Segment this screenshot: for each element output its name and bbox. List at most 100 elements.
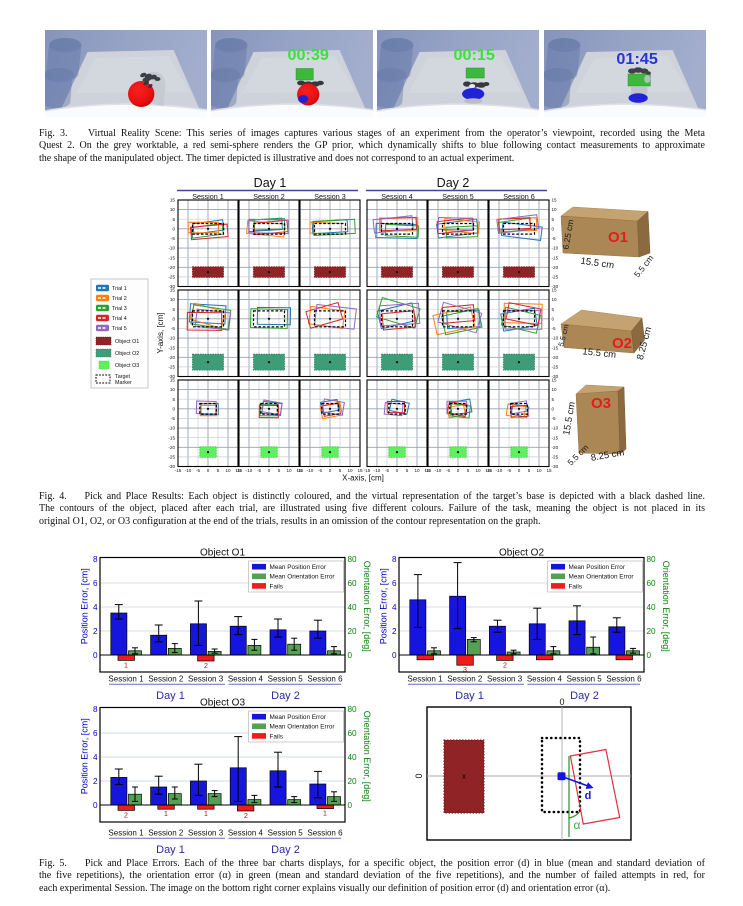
svg-text:Mean Orientation Error: Mean Orientation Error <box>569 574 635 581</box>
svg-text:-10: -10 <box>307 468 314 473</box>
svg-text:-10: -10 <box>246 468 253 473</box>
svg-text:15: 15 <box>546 468 552 473</box>
svg-text:Session 6: Session 6 <box>307 675 343 684</box>
svg-text:Session 4: Session 4 <box>527 675 563 684</box>
svg-text:15.5 cm: 15.5 cm <box>582 346 617 360</box>
svg-text:10: 10 <box>170 297 176 302</box>
svg-text:Session 4: Session 4 <box>381 192 413 201</box>
svg-text:15: 15 <box>170 288 176 293</box>
svg-text:-5: -5 <box>318 468 323 473</box>
svg-text:Day 1: Day 1 <box>156 844 185 856</box>
svg-text:15.5 cm: 15.5 cm <box>580 256 615 272</box>
svg-text:15: 15 <box>357 468 363 473</box>
svg-text:2: 2 <box>244 813 248 820</box>
svg-text:O2: O2 <box>612 335 632 352</box>
svg-text:Mean Position Error: Mean Position Error <box>270 564 327 571</box>
svg-text:Target: Target <box>115 374 130 380</box>
svg-text:0: 0 <box>172 226 175 231</box>
svg-text:-10: -10 <box>168 336 175 341</box>
svg-text:-30: -30 <box>552 284 559 289</box>
svg-text:Session 3: Session 3 <box>487 675 523 684</box>
svg-text:Trial 5: Trial 5 <box>112 326 127 332</box>
svg-text:Day 2: Day 2 <box>437 176 470 190</box>
svg-text:-15: -15 <box>486 468 493 473</box>
svg-text:0: 0 <box>518 468 521 473</box>
svg-text:5: 5 <box>172 217 175 222</box>
svg-text:40: 40 <box>348 753 358 762</box>
svg-text:0: 0 <box>207 468 210 473</box>
svg-text:Mean Orientation Error: Mean Orientation Error <box>270 574 336 581</box>
svg-text:Session 5: Session 5 <box>567 675 603 684</box>
svg-text:Y-axis, [cm]: Y-axis, [cm] <box>156 312 165 353</box>
svg-text:00:39: 00:39 <box>287 46 328 64</box>
svg-text:15: 15 <box>235 468 241 473</box>
svg-text:Day 2: Day 2 <box>570 690 599 702</box>
svg-text:α: α <box>574 818 581 832</box>
svg-text:Session 3: Session 3 <box>188 829 224 838</box>
svg-text:Object O2: Object O2 <box>115 351 139 357</box>
svg-text:Session 3: Session 3 <box>188 675 224 684</box>
svg-text:1: 1 <box>323 811 327 818</box>
svg-text:15.5 cm: 15.5 cm <box>561 401 578 436</box>
svg-text:-5: -5 <box>552 416 557 421</box>
svg-text:10: 10 <box>347 468 353 473</box>
svg-text:60: 60 <box>348 729 358 738</box>
svg-text:-20: -20 <box>168 445 175 450</box>
svg-text:-20: -20 <box>168 265 175 270</box>
svg-text:4: 4 <box>93 753 98 762</box>
svg-text:-5: -5 <box>507 468 512 473</box>
svg-text:1: 1 <box>164 811 168 818</box>
svg-text:Position Error, [cm]: Position Error, [cm] <box>379 568 389 644</box>
svg-text:Session 2: Session 2 <box>447 675 483 684</box>
svg-text:15: 15 <box>485 468 491 473</box>
svg-text:-5: -5 <box>257 468 262 473</box>
svg-text:-25: -25 <box>168 275 175 280</box>
svg-text:Session 2: Session 2 <box>148 829 184 838</box>
svg-text:Session 6: Session 6 <box>503 192 535 201</box>
svg-text:0: 0 <box>552 316 555 321</box>
svg-text:Object O2: Object O2 <box>499 548 544 559</box>
svg-text:-5: -5 <box>171 416 176 421</box>
svg-text:-15: -15 <box>168 345 175 350</box>
svg-text:d: d <box>585 790 592 802</box>
svg-text:80: 80 <box>348 555 358 564</box>
svg-text:-30: -30 <box>168 464 175 469</box>
svg-text:10: 10 <box>170 207 176 212</box>
svg-text:Session 5: Session 5 <box>268 675 304 684</box>
svg-text:Session 1: Session 1 <box>192 192 224 201</box>
svg-text:15: 15 <box>296 468 302 473</box>
svg-text:-5: -5 <box>171 236 176 241</box>
svg-text:80: 80 <box>647 555 657 564</box>
svg-text:6: 6 <box>392 579 397 588</box>
svg-text:-20: -20 <box>168 355 175 360</box>
svg-text:Session 2: Session 2 <box>253 192 285 201</box>
svg-text:4: 4 <box>93 603 98 612</box>
svg-text:-15: -15 <box>552 255 559 260</box>
svg-text:20: 20 <box>647 627 657 636</box>
svg-text:-5: -5 <box>552 326 557 331</box>
svg-text:10: 10 <box>552 387 558 392</box>
svg-text:Trial 4: Trial 4 <box>112 316 127 322</box>
svg-text:Object O3: Object O3 <box>200 698 245 709</box>
svg-text:0: 0 <box>457 468 460 473</box>
svg-text:Session 1: Session 1 <box>407 675 443 684</box>
svg-text:-10: -10 <box>435 468 442 473</box>
svg-text:15: 15 <box>424 468 430 473</box>
svg-text:0: 0 <box>329 468 332 473</box>
svg-text:Position Error, [cm]: Position Error, [cm] <box>80 568 90 644</box>
svg-text:Day 1: Day 1 <box>156 690 185 702</box>
svg-text:Object O3: Object O3 <box>115 363 139 369</box>
svg-text:0: 0 <box>396 468 399 473</box>
svg-text:Orientation Error, [deg]: Orientation Error, [deg] <box>362 561 372 652</box>
svg-text:1: 1 <box>204 811 208 818</box>
svg-text:0: 0 <box>348 801 353 810</box>
svg-text:O3: O3 <box>591 395 611 412</box>
svg-text:10: 10 <box>286 468 292 473</box>
svg-text:0: 0 <box>559 697 564 707</box>
svg-text:40: 40 <box>348 603 358 612</box>
svg-text:-20: -20 <box>552 265 559 270</box>
svg-text:-15: -15 <box>552 345 559 350</box>
svg-text:5: 5 <box>406 468 409 473</box>
svg-text:Object O1: Object O1 <box>115 339 139 345</box>
svg-text:-30: -30 <box>552 374 559 379</box>
